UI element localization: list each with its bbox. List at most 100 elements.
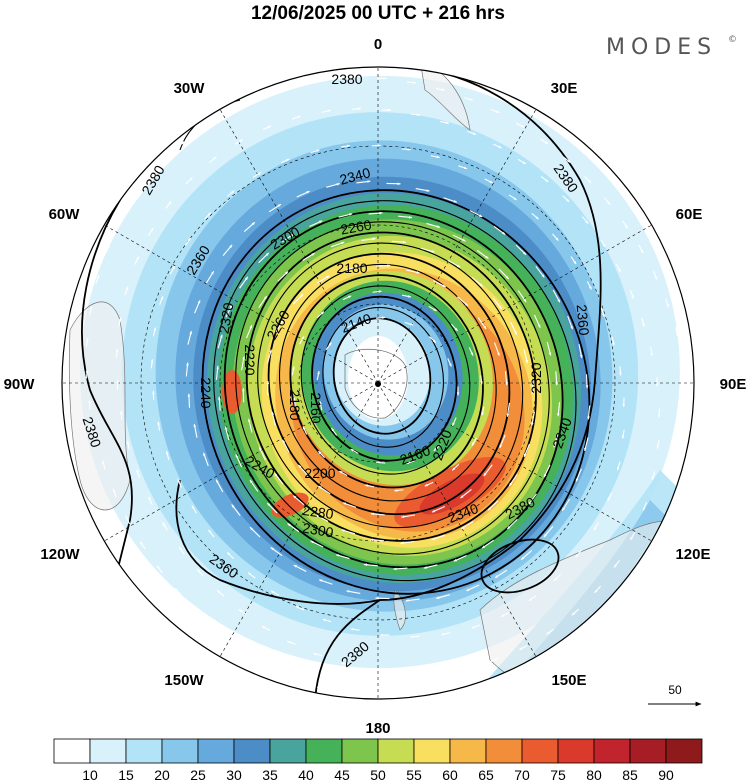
- wind-vector: [430, 155, 440, 159]
- wind-vector: [493, 225, 506, 235]
- wind-vector: [527, 493, 537, 506]
- wind-vector: [335, 554, 350, 560]
- wind-vector: [315, 514, 329, 522]
- wind-vector: [243, 221, 256, 232]
- wind-vector: [451, 323, 458, 332]
- wind-vector: [540, 138, 549, 145]
- wind-vector: [493, 342, 500, 357]
- wind-vector: [252, 172, 261, 178]
- wind-vector: [435, 88, 446, 91]
- colorbar-tick-label: 10: [82, 767, 98, 782]
- wind-vectors: [85, 76, 691, 699]
- wind-vector: [270, 547, 283, 557]
- wind-vector: [399, 671, 409, 675]
- wind-vector: [561, 498, 571, 512]
- wind-vector: [369, 538, 385, 542]
- wind-vector: [318, 485, 331, 495]
- wind-vector: [134, 188, 142, 197]
- contour-label-text: 2320: [215, 301, 236, 335]
- wind-vector: [471, 437, 477, 446]
- wind-vector: [342, 502, 357, 508]
- wind-vector: [517, 158, 527, 165]
- wind-vector: [594, 585, 602, 594]
- wind-vector: [201, 121, 210, 128]
- wind-vector: [593, 522, 600, 531]
- height-contour: [480, 538, 560, 594]
- height-contour: [201, 189, 591, 595]
- wind-vector: [169, 265, 176, 275]
- wind-vector: [234, 139, 244, 145]
- wind-vector: [581, 216, 589, 224]
- wind-vector: [524, 677, 534, 683]
- wind-vector: [393, 567, 408, 571]
- colorbar-tick-label: 45: [334, 767, 350, 782]
- wind-vector: [643, 572, 650, 581]
- wind-vector: [642, 502, 648, 511]
- wind-vector: [629, 531, 636, 541]
- map-title: 12/06/2025 00 UTC + 216 hrs: [251, 3, 505, 24]
- wind-vector: [465, 697, 475, 699]
- wind-vector: [293, 564, 307, 573]
- wind-vector: [439, 120, 450, 125]
- wind-vector: [515, 244, 527, 256]
- wind-vector: [256, 93, 266, 98]
- wind-vector: [415, 188, 430, 192]
- wind-vector: [562, 195, 570, 203]
- wind-vector: [165, 450, 170, 461]
- wind-vector: [372, 290, 382, 293]
- wind-vector: [516, 122, 525, 128]
- wind-vector: [492, 297, 503, 310]
- contour-label-text: 2340: [338, 164, 372, 188]
- wind-vector: [291, 366, 295, 376]
- wind-vector: [686, 450, 690, 461]
- wind-vector: [500, 611, 510, 618]
- wind-vector: [651, 471, 656, 481]
- wind-vector: [286, 640, 296, 645]
- contour-label-text: 2260: [339, 216, 373, 237]
- colorbar-swatch: [197, 738, 235, 764]
- wind-vector: [546, 341, 552, 356]
- wind-vector: [400, 540, 415, 545]
- wind-vector: [575, 549, 582, 558]
- wind-vector: [185, 177, 193, 185]
- wind-vector: [316, 78, 326, 82]
- wind-vector: [249, 526, 261, 538]
- contour-label: 2360: [574, 304, 593, 337]
- contour-label: 2160: [308, 392, 324, 423]
- wind-vector: [148, 496, 153, 506]
- wind-vector: [543, 464, 551, 478]
- wind-vector: [277, 271, 289, 282]
- wind-vector: [280, 158, 290, 164]
- lon-label-120w: 120W: [40, 546, 80, 563]
- wind-vector: [650, 346, 653, 357]
- wind-vector: [319, 401, 323, 411]
- wind-vector: [338, 213, 353, 218]
- wind-vector: [600, 307, 605, 317]
- wind-vector: [310, 149, 320, 154]
- contour-label: 2320: [215, 301, 236, 335]
- wind-vector: [286, 84, 296, 88]
- wind-vector: [405, 269, 420, 274]
- longitude-labels: 0 30E 60E 90E 120E 150E 180 150W 120W 90…: [4, 36, 747, 737]
- contour-label: 2380: [331, 71, 362, 87]
- wind-vector: [346, 590, 361, 594]
- contour-label: 2200: [304, 465, 335, 481]
- wind-vector: [316, 686, 327, 690]
- wind-vector: [506, 402, 510, 418]
- wind-vector: [273, 472, 284, 485]
- wind-vector: [682, 357, 686, 367]
- colorbar-tick-label: 20: [154, 767, 170, 782]
- colorbar-tick-label: 75: [550, 767, 566, 782]
- contour-label-text: 2240: [198, 377, 214, 408]
- wind-vector: [281, 233, 295, 243]
- colorbar-swatch: [629, 738, 667, 764]
- height-contour: [267, 252, 511, 516]
- wind-vector: [471, 624, 481, 629]
- wind-vector: [363, 563, 378, 567]
- colorbar-swatch: [521, 738, 559, 764]
- wind-vector: [350, 448, 359, 455]
- lon-label-30e: 30E: [551, 80, 578, 97]
- jet-maximum: [419, 473, 485, 515]
- contour-label-text: 2200: [304, 465, 335, 481]
- wind-vector: [401, 148, 411, 151]
